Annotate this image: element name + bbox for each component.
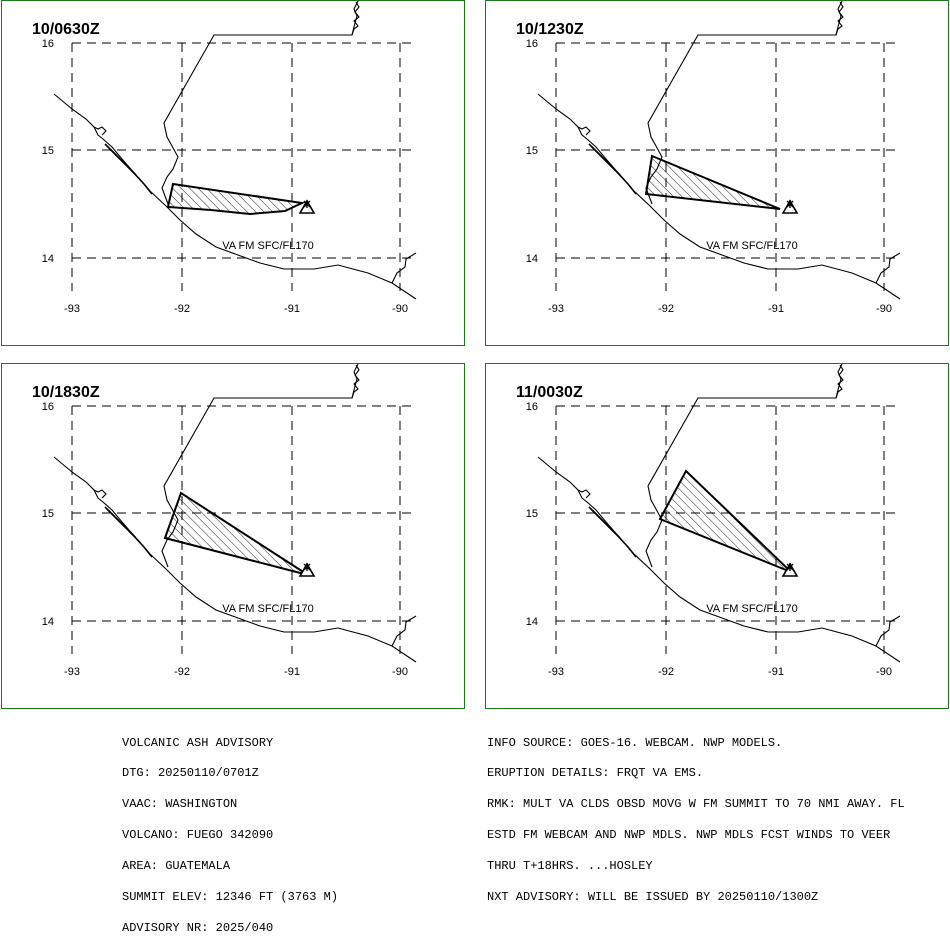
ash-cloud-height-label: VA FM SFC/FL170 (706, 603, 798, 615)
latitude-tick-label: 14 (42, 616, 54, 628)
country-border-river (835, 364, 844, 399)
coastline (537, 93, 901, 300)
longitude-tick-label: -91 (284, 666, 300, 678)
latitude-tick-label: 15 (526, 508, 538, 520)
advisory-details-block: INFO SOURCE: GOES-16. WEBCAM. NWP MODELS… (487, 717, 905, 913)
latitude-tick-label: 14 (42, 253, 54, 265)
country-border-river (351, 1, 360, 36)
longitude-tick-label: -91 (768, 303, 784, 315)
coastline-detail (577, 489, 591, 499)
latitude-tick-label: 15 (42, 145, 54, 157)
latitude-tick-label: 16 (42, 38, 54, 50)
longitude-tick-label: -92 (174, 303, 190, 315)
volcanic-ash-cloud-polygon (658, 469, 792, 573)
advisory-area: AREA: GUATEMALA (122, 859, 231, 874)
volcano-triangle-icon (298, 562, 316, 577)
longitude-tick-label: -93 (548, 666, 564, 678)
country-border (161, 1, 359, 205)
map-svg: 16 15 14 -93 -92 -91 -90 VA FM SFC/FL170 (42, 1, 417, 315)
longitude-tick-label: -91 (284, 303, 300, 315)
longitude-tick-label: -93 (548, 303, 564, 315)
advisory-number: ADVISORY NR: 2025/040 (122, 920, 274, 935)
country-border-east (391, 615, 417, 647)
country-border-river (835, 1, 844, 36)
longitude-tick-label: -90 (876, 303, 892, 315)
ash-cloud-height-label: VA FM SFC/FL170 (706, 240, 798, 252)
country-border-east (391, 252, 417, 284)
advisory-remarks-3: THRU T+18HRS. ...HOSLEY (487, 859, 653, 874)
advisory-remarks-2: ESTD FM WEBCAM AND NWP MDLS. NWP MDLS FC… (487, 828, 891, 843)
panel-valid-time: 10/1230Z (516, 21, 584, 38)
longitude-tick-label: -92 (658, 666, 674, 678)
latitude-tick-label: 16 (526, 38, 538, 50)
coastline-detail (577, 126, 591, 136)
latitude-tick-label: 16 (526, 401, 538, 413)
panel-valid-time: 11/0030Z (516, 384, 583, 401)
country-border-river (351, 364, 360, 399)
latitude-tick-label: 15 (42, 508, 54, 520)
map-panel-1: 16 15 14 -93 -92 -91 -90 VA FM SFC/FL170 10/063… (1, 0, 465, 346)
coastline (53, 93, 417, 300)
longitude-tick-label: -90 (876, 666, 892, 678)
volcanic-ash-cloud-polygon (644, 154, 781, 210)
advisory-info-source: INFO SOURCE: GOES-16. WEBCAM. NWP MODELS… (487, 735, 783, 750)
map-panel-3: 16 15 14 -93 -92 -91 -90 VA FM SFC/FL170 10/183… (1, 363, 465, 709)
map-graphic: 16 15 14 -93 -92 -91 -90 VA FM SFC/FL170 (42, 364, 417, 678)
advisory-eruption-details: ERUPTION DETAILS: FRQT VA EMS. (487, 766, 704, 781)
map-graphic: 16 15 14 -93 -92 -91 -90 VA FM SFC/FL170 (42, 1, 417, 315)
coastal-line (107, 146, 137, 176)
map-svg: 16 15 14 -93 -92 -91 -90 VA FM SFC/FL170 (526, 364, 901, 678)
volcanic-ash-cloud-polygon (163, 491, 309, 576)
map-svg: 16 15 14 -93 -92 -91 -90 VA FM SFC/FL170 (42, 364, 417, 678)
panel-valid-time: 10/0630Z (32, 21, 100, 38)
volcano-triangle-icon (298, 199, 316, 214)
longitude-tick-label: -93 (64, 666, 80, 678)
latitude-tick-label: 14 (526, 616, 538, 628)
advisory-dtg: DTG: 20250110/0701Z (122, 766, 259, 781)
latitude-tick-label: 16 (42, 401, 54, 413)
country-border (645, 364, 843, 568)
coastline-detail (93, 126, 107, 136)
ash-cloud-height-label: VA FM SFC/FL170 (222, 240, 314, 252)
longitude-tick-label: -90 (392, 303, 408, 315)
longitude-tick-label: -92 (174, 666, 190, 678)
advisory-volcano: VOLCANO: FUEGO 342090 (122, 828, 274, 843)
advisory-vaac: VAAC: WASHINGTON (122, 797, 238, 812)
volcano-triangle-icon (781, 199, 799, 214)
longitude-tick-label: -92 (658, 303, 674, 315)
latitude-tick-label: 14 (526, 253, 538, 265)
map-svg: 16 15 14 -93 -92 -91 -90 VA FM SFC/FL170 (526, 1, 901, 315)
country-border-east (875, 615, 901, 647)
volcano-triangle-icon (781, 562, 799, 577)
volcanic-ash-cloud-polygon (166, 182, 306, 216)
advisory-title: VOLCANIC ASH ADVISORY (122, 735, 274, 750)
longitude-tick-label: -93 (64, 303, 80, 315)
coastline (53, 456, 417, 663)
advisory-next: NXT ADVISORY: WILL BE ISSUED BY 20250110… (487, 890, 819, 905)
coastline-detail (93, 489, 107, 499)
latitude-tick-label: 15 (526, 145, 538, 157)
coastal-line (591, 146, 621, 176)
map-panel-2: 16 15 14 -93 -92 -91 -90 VA FM SFC/FL170 10/123… (485, 0, 949, 346)
advisory-remarks-1: RMK: MULT VA CLDS OBSD MOVG W FM SUMMIT … (487, 797, 905, 812)
longitude-tick-label: -91 (768, 666, 784, 678)
map-graphic: 16 15 14 -93 -92 -91 -90 VA FM SFC/FL170 (526, 364, 901, 678)
country-border-east (875, 252, 901, 284)
longitude-tick-label: -90 (392, 666, 408, 678)
advisory-header-block: VOLCANIC ASH ADVISORY DTG: 20250110/0701… (122, 717, 338, 944)
advisory-summit-elev: SUMMIT ELEV: 12346 FT (3763 M) (122, 890, 339, 905)
coastal-line (591, 509, 621, 539)
map-graphic: 16 15 14 -93 -92 -91 -90 VA FM SFC/FL170 (526, 1, 901, 315)
coastal-line (107, 509, 137, 539)
map-panel-4: 16 15 14 -93 -92 -91 -90 VA FM SFC/FL170 11/003… (485, 363, 949, 709)
coastline (537, 456, 901, 663)
panel-valid-time: 10/1830Z (32, 384, 100, 401)
ash-cloud-height-label: VA FM SFC/FL170 (222, 603, 314, 615)
